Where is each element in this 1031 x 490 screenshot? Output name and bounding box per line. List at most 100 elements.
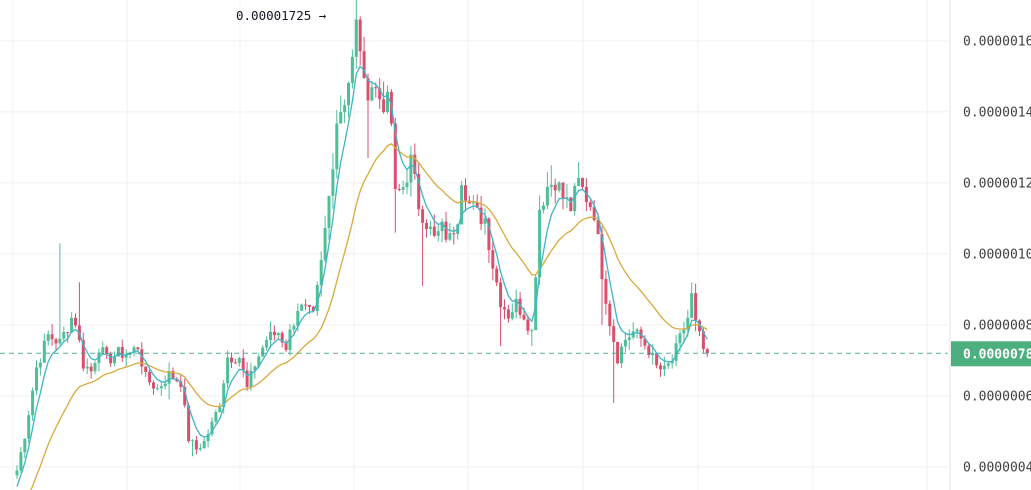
- candle-body: [495, 268, 499, 283]
- candle-body: [405, 182, 409, 188]
- candle-body: [604, 279, 608, 304]
- candle-body: [460, 185, 464, 225]
- candle-body: [393, 123, 397, 190]
- candle-body: [678, 333, 682, 344]
- price-axis[interactable]: 0.0000016 0.0000014 0.0000012 0.0000010 0.00…: [949, 0, 1031, 490]
- candle-body: [23, 438, 27, 453]
- candle-body: [311, 306, 315, 312]
- candle-body: [159, 386, 163, 389]
- candle-body: [616, 341, 620, 364]
- candle-body: [70, 317, 74, 333]
- candle-body: [370, 87, 374, 101]
- candle-body: [132, 347, 136, 353]
- candle-body: [226, 357, 230, 384]
- candle-body: [198, 448, 202, 450]
- candle-body: [218, 407, 222, 413]
- ma-fast-line: [16, 65, 708, 487]
- candle-body: [701, 331, 705, 350]
- candle-body: [366, 78, 370, 101]
- candle-body: [643, 338, 647, 346]
- candle-body: [66, 332, 70, 334]
- candle-body: [448, 233, 452, 240]
- y-tick-label: 0.0000008: [963, 318, 1031, 333]
- candle-body: [15, 470, 19, 476]
- candle-body: [233, 362, 237, 364]
- last-price-label: 0.0000078: [963, 347, 1031, 362]
- y-tick-label: 0.0000012: [963, 176, 1031, 191]
- candle-body: [620, 346, 623, 364]
- candle-body: [140, 349, 144, 367]
- candle-body: [577, 178, 581, 186]
- candle-body: [432, 226, 436, 236]
- candle-body: [358, 19, 362, 52]
- candle-body: [308, 304, 311, 307]
- candle-body: [655, 353, 659, 366]
- candle-body: [296, 310, 300, 326]
- y-tick-label: 0.0000004: [963, 460, 1031, 475]
- candle-body: [343, 105, 347, 113]
- candle-body: [600, 234, 604, 280]
- candle-body: [662, 365, 666, 370]
- candle-body: [323, 227, 327, 261]
- candle-body: [31, 390, 35, 416]
- candle-body: [85, 366, 89, 369]
- candle-body: [230, 357, 233, 363]
- candle-body: [237, 358, 241, 364]
- candle-body: [596, 220, 600, 235]
- candle-body: [464, 185, 467, 201]
- candle-body: [245, 370, 249, 388]
- candle-body: [124, 354, 128, 358]
- y-tick-label: 0.0000014: [963, 105, 1031, 120]
- candle-body: [608, 303, 612, 327]
- candle-body: [253, 366, 257, 371]
- candle-body: [694, 293, 698, 321]
- candle-body: [327, 195, 331, 228]
- candle-body: [46, 334, 50, 341]
- candle-body: [42, 340, 46, 363]
- y-tick-label: 0.0000006: [963, 389, 1031, 404]
- candle-body: [354, 19, 358, 57]
- candle-body: [350, 56, 354, 83]
- candle-body: [631, 331, 635, 338]
- grid: [0, 0, 948, 490]
- candle-body: [335, 123, 339, 170]
- candle-body: [50, 334, 54, 340]
- candle-body: [319, 260, 323, 286]
- candle-body: [378, 88, 382, 100]
- annotations: 0.00001725 →: [236, 8, 327, 23]
- candle-body: [483, 218, 487, 224]
- candle-body: [202, 441, 206, 449]
- candle-body: [686, 317, 690, 330]
- candle-body: [444, 221, 448, 240]
- candle-body: [280, 332, 284, 343]
- candle-body: [510, 312, 514, 319]
- candle-body: [705, 349, 709, 354]
- candle-body: [530, 330, 534, 332]
- candle-body: [35, 367, 38, 391]
- candle-body: [545, 186, 549, 206]
- candle-body: [167, 371, 171, 384]
- candle-body: [651, 353, 655, 356]
- candle-body: [623, 339, 627, 347]
- candle-body: [105, 347, 109, 355]
- candle-body: [163, 383, 167, 387]
- candle-body: [62, 332, 66, 339]
- candle-body: [401, 187, 405, 190]
- candle-body: [272, 331, 276, 336]
- candle-body: [206, 434, 210, 442]
- candle-body: [304, 304, 308, 306]
- candle-body: [561, 182, 565, 199]
- candle-body: [144, 366, 148, 373]
- candle-body: [261, 347, 265, 357]
- candle-body: [265, 339, 269, 348]
- candle-body: [27, 415, 31, 439]
- candle-body: [635, 329, 639, 332]
- candle-body: [440, 221, 444, 232]
- candle-body: [257, 356, 261, 367]
- candle-body: [436, 231, 440, 236]
- candle-body: [549, 184, 553, 187]
- candles: [15, 0, 709, 479]
- candle-body: [557, 182, 561, 191]
